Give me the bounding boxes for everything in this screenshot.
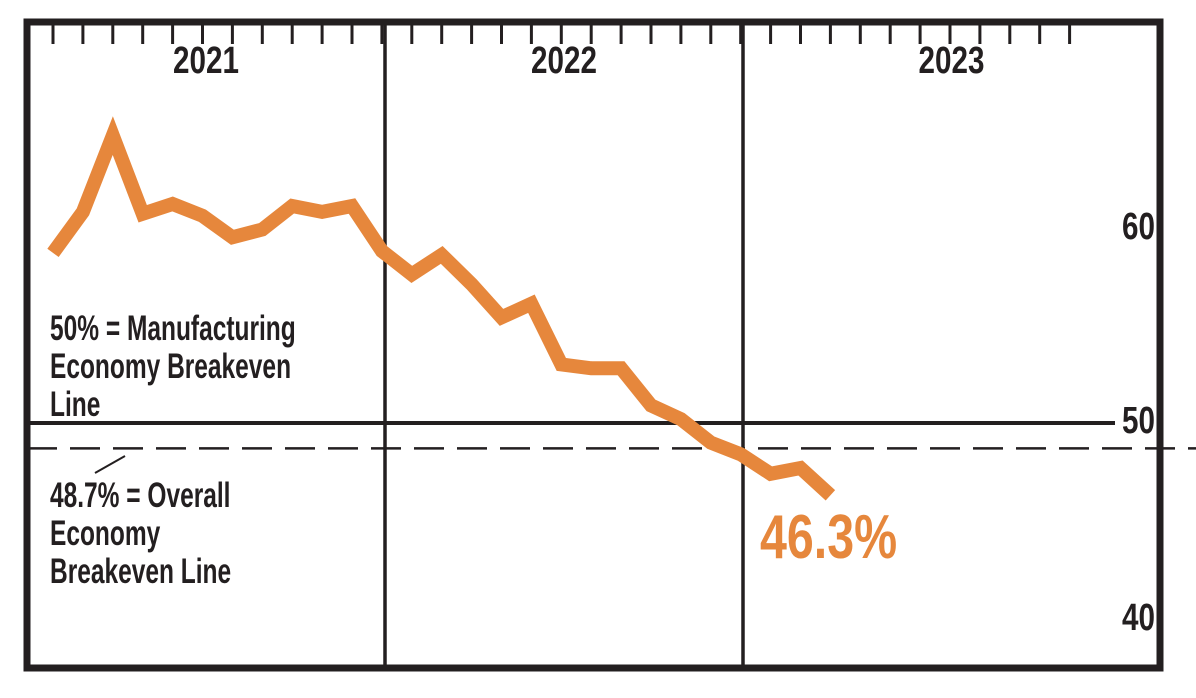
final-value-label: 46.3%	[760, 503, 898, 572]
annotation-line: Economy	[50, 514, 161, 553]
year-label-2022: 2022	[531, 40, 597, 82]
year-label-2023: 2023	[918, 40, 985, 82]
annotation-line: Breakeven Line	[50, 552, 232, 591]
annotation-leader-line	[94, 455, 126, 474]
y-axis-label-40: 40	[1122, 597, 1155, 639]
y-axis-label-60: 60	[1122, 206, 1155, 248]
year-label-2021: 2021	[173, 40, 239, 82]
annotation-manufacturing-breakeven: 50% = Manufacturing Economy Breakeven Li…	[50, 310, 296, 424]
annotation-line: 50% = Manufacturing	[50, 309, 296, 348]
pmi-data-line	[47, 116, 836, 501]
annotation-overall-breakeven: 48.7% = Overall Economy Breakeven Line	[50, 477, 231, 591]
chart-border	[23, 18, 1164, 672]
annotation-line: Line	[50, 385, 101, 424]
annotation-line: 48.7% = Overall	[50, 476, 231, 515]
annotation-line: Economy Breakeven	[50, 347, 292, 386]
y-axis-label-50: 50	[1122, 400, 1155, 442]
